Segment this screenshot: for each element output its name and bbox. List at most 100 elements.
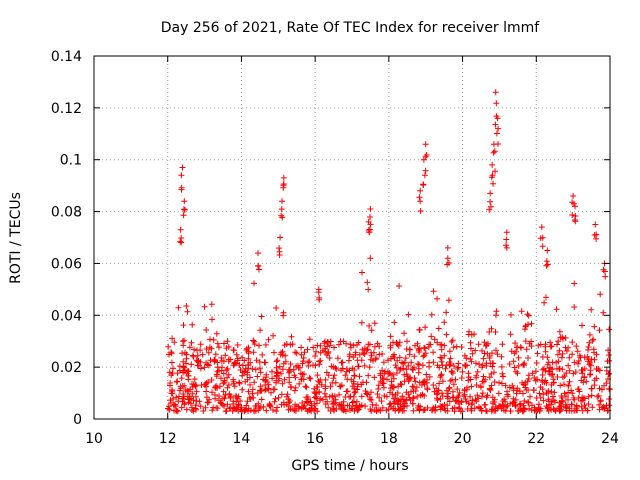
data-point [336, 401, 343, 408]
data-point [448, 338, 455, 345]
data-point [197, 365, 204, 372]
data-point [188, 339, 195, 346]
data-point [258, 396, 265, 403]
data-point [330, 405, 337, 412]
data-point [430, 382, 437, 388]
data-point [301, 371, 307, 377]
data-point [520, 361, 527, 368]
data-point [538, 224, 545, 231]
data-point [563, 348, 570, 354]
data-point [220, 388, 227, 395]
data-point [379, 351, 386, 357]
data-point [310, 344, 317, 351]
data-point [367, 206, 374, 212]
data-point [289, 341, 296, 348]
data-point [322, 401, 329, 407]
data-point [482, 376, 489, 383]
data-point [214, 384, 221, 391]
data-point [506, 361, 513, 367]
data-point [591, 323, 598, 330]
data-point [592, 221, 599, 228]
data-point [349, 383, 356, 390]
data-point [392, 405, 399, 412]
data-point [251, 341, 258, 348]
data-point [447, 355, 454, 362]
data-point [422, 141, 429, 148]
data-point [171, 401, 178, 408]
data-point [585, 401, 592, 407]
data-point [487, 190, 494, 197]
data-point [543, 258, 550, 265]
data-point [445, 385, 452, 392]
data-point [585, 344, 592, 350]
data-point [356, 373, 363, 380]
data-point [251, 379, 258, 386]
data-point [492, 168, 498, 175]
data-point [361, 362, 368, 369]
data-point [551, 406, 558, 413]
data-point [184, 308, 191, 315]
data-point [292, 401, 299, 408]
data-point [468, 345, 474, 352]
data-point [550, 379, 557, 386]
data-point [384, 376, 390, 383]
data-point [366, 322, 373, 329]
data-point [525, 355, 531, 361]
data-point [254, 390, 261, 396]
data-point [215, 397, 222, 404]
data-point [477, 384, 484, 391]
data-point [191, 376, 198, 383]
data-point [366, 364, 373, 371]
data-point [247, 407, 254, 414]
data-point [571, 304, 578, 310]
data-point [218, 354, 225, 361]
data-point [334, 355, 341, 362]
data-point [543, 379, 550, 386]
data-point [390, 339, 396, 346]
data-point [490, 360, 497, 367]
data-point [491, 379, 498, 385]
data-point [583, 378, 590, 385]
data-point [239, 386, 246, 393]
data-point [255, 263, 262, 270]
data-point [486, 374, 493, 381]
data-point [326, 355, 333, 361]
data-point [493, 130, 500, 137]
data-point [430, 349, 437, 356]
data-point [301, 349, 308, 356]
data-point [362, 403, 369, 410]
data-point [292, 384, 299, 391]
data-point [581, 354, 588, 361]
data-point [346, 353, 353, 360]
data-point [174, 370, 181, 377]
data-point [450, 381, 457, 388]
y-tick-label: 0.12 [51, 101, 82, 117]
data-point [224, 384, 231, 391]
data-point [183, 406, 190, 413]
data-point [438, 372, 444, 379]
data-point [486, 206, 493, 213]
data-point [406, 375, 412, 382]
data-point [231, 383, 238, 390]
data-point [605, 352, 612, 358]
data-point [270, 386, 277, 393]
data-point [452, 398, 459, 405]
data-point [227, 395, 234, 401]
data-point [555, 338, 562, 345]
data-point [359, 346, 366, 353]
data-point [371, 374, 378, 381]
data-point [180, 322, 187, 329]
data-point [475, 341, 482, 348]
data-point [354, 407, 361, 414]
data-point [224, 365, 231, 372]
chart-title: Day 256 of 2021, Rate Of TEC Index for r… [161, 20, 541, 36]
data-point [410, 407, 417, 414]
data-point [365, 218, 372, 225]
data-point [394, 400, 401, 407]
data-point [322, 338, 328, 345]
data-point [209, 389, 215, 396]
data-point [317, 342, 324, 349]
data-point [515, 408, 522, 414]
data-point [593, 351, 600, 358]
data-point [387, 344, 394, 351]
